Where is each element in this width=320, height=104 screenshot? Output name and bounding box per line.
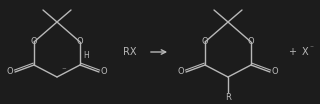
Text: H: H bbox=[83, 51, 89, 59]
Text: O: O bbox=[202, 38, 208, 46]
Text: RX: RX bbox=[123, 47, 137, 57]
Text: +: + bbox=[288, 47, 296, 57]
Text: O: O bbox=[7, 67, 13, 77]
Text: X: X bbox=[302, 47, 308, 57]
Text: O: O bbox=[31, 38, 37, 46]
Text: O: O bbox=[101, 67, 107, 77]
Text: O: O bbox=[248, 38, 254, 46]
Text: O: O bbox=[77, 38, 83, 46]
Text: R: R bbox=[225, 93, 231, 103]
Text: ⁻: ⁻ bbox=[62, 66, 66, 76]
Text: O: O bbox=[272, 67, 278, 77]
Text: ⁻: ⁻ bbox=[309, 43, 313, 53]
Text: O: O bbox=[178, 67, 184, 77]
